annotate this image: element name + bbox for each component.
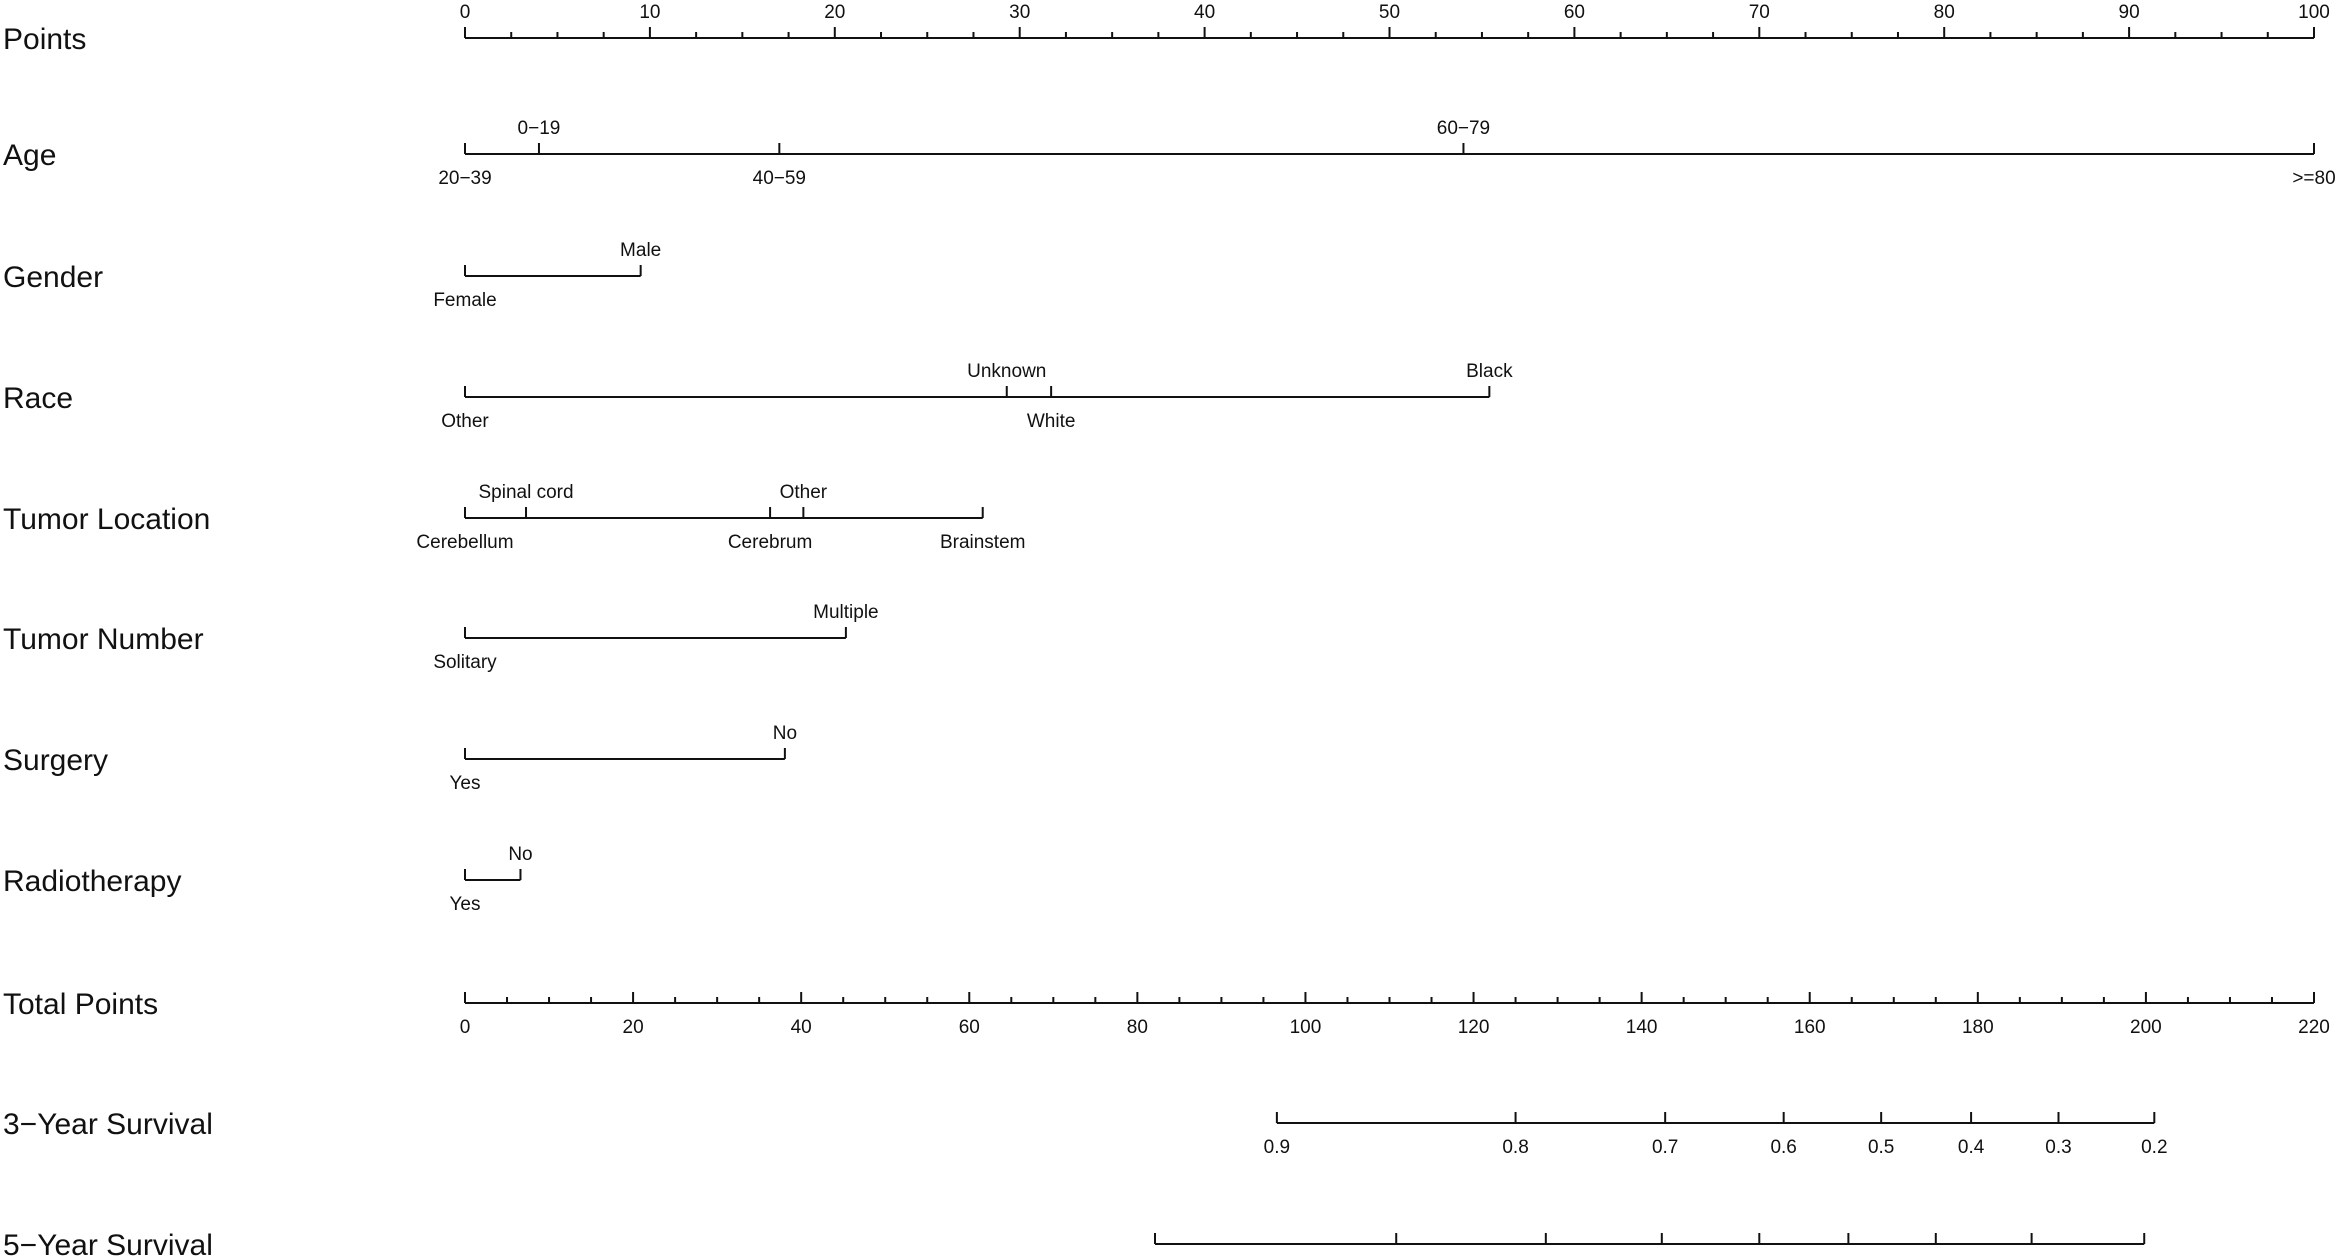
variable-surgery-label: Surgery [3, 744, 108, 777]
variable-surgery-level-label: Yes [450, 773, 481, 794]
points-axis-tick-label: 30 [1009, 2, 1030, 23]
variable-gender-label: Gender [3, 261, 103, 294]
total-points-axis-tick-label: 220 [2298, 1017, 2330, 1038]
variable-race-label: Race [3, 382, 73, 415]
variable-tumor-location-level-label: Cerebrum [728, 532, 812, 553]
variable-tumor-location-level-label: Cerebellum [416, 532, 513, 553]
variable-race-level-label: Other [441, 411, 489, 432]
variable-tumor-location: Tumor Location Cerebellum Spinal cord Cereb… [3, 482, 1025, 553]
total-points-axis-tick-label: 160 [1794, 1017, 1826, 1038]
points-axis-tick-label: 50 [1379, 2, 1400, 23]
total-points-axis-tick-label: 40 [791, 1017, 812, 1038]
survival-axis-1-tick-label: 0.4 [1958, 1137, 1985, 1158]
variable-tumor-number-level-label: Solitary [433, 652, 497, 673]
variable-race-level-label: Unknown [967, 361, 1046, 382]
survival-axis-1-tick-label: 0.8 [1502, 1137, 1528, 1158]
survival-axis-1-tick-label: 0.6 [1770, 1137, 1796, 1158]
total-points-axis-tick-label: 80 [1127, 1017, 1148, 1038]
points-axis-tick-label: 100 [2298, 2, 2330, 23]
total-points-axis: Total Points 0 20 40 60 80 100 120 140 160 180 200 2… [3, 988, 2330, 1038]
survival-axis-1-tick-label: 0.3 [2045, 1137, 2071, 1158]
total-points-axis-tick-label: 20 [623, 1017, 644, 1038]
total-points-axis-tick-label: 180 [1962, 1017, 1994, 1038]
total-points-axis-tick-label: 100 [1290, 1017, 1322, 1038]
variable-tumor-number-level-label: Multiple [813, 602, 878, 623]
points-axis-tick-label: 90 [2119, 2, 2140, 23]
variable-race-level-label: White [1027, 411, 1076, 432]
points-axis: Points 0 10 20 30 40 50 60 70 80 90 100 [3, 2, 2330, 56]
total-points-axis-label: Total Points [3, 988, 158, 1021]
variable-radiotherapy: Radiotherapy Yes No [3, 844, 533, 915]
variable-radiotherapy-level-label: Yes [450, 894, 481, 915]
survival-axis-1-label: 3−Year Survival [3, 1108, 213, 1141]
points-axis-tick-label: 0 [460, 2, 471, 23]
variable-tumor-location-level-label: Spinal cord [478, 482, 573, 503]
variable-race: Race Other Unknown White Black [3, 361, 1513, 432]
variable-race-level-label: Black [1466, 361, 1513, 382]
variable-age-level-label: 0−19 [518, 118, 561, 139]
variable-age-level-label: 40−59 [753, 168, 806, 189]
variable-surgery-level-label: No [773, 723, 797, 744]
points-axis-label: Points [3, 23, 86, 56]
variable-gender-level-label: Male [620, 240, 661, 261]
total-points-axis-tick-label: 0 [460, 1017, 471, 1038]
total-points-axis-tick-label: 60 [959, 1017, 980, 1038]
survival-axis-2: 5−Year Survival0.90.80.70.60.50.40.30.20… [3, 1229, 2157, 1259]
points-axis-tick-label: 60 [1564, 2, 1585, 23]
variable-tumor-location-level-label: Other [780, 482, 828, 503]
survival-axis-1-tick-label: 0.2 [2141, 1137, 2167, 1158]
variable-radiotherapy-label: Radiotherapy [3, 865, 181, 898]
survival-axis-1-tick-label: 0.7 [1652, 1137, 1678, 1158]
variable-age-label: Age [3, 139, 56, 172]
variable-age: Age 20−39 0−19 40−59 60−79 >=80 [3, 118, 2336, 189]
points-axis-tick-label: 70 [1749, 2, 1770, 23]
variable-tumor-location-level-label: Brainstem [940, 532, 1026, 553]
total-points-axis-tick-label: 140 [1626, 1017, 1658, 1038]
variable-tumor-number: Tumor Number Solitary Multiple [3, 602, 879, 673]
points-axis-tick-label: 80 [1934, 2, 1955, 23]
total-points-axis-tick-label: 120 [1458, 1017, 1490, 1038]
variable-gender-level-label: Female [433, 290, 496, 311]
variable-surgery: Surgery Yes No [3, 723, 797, 794]
variable-gender: Gender Female Male [3, 240, 661, 311]
points-axis-tick-label: 20 [824, 2, 845, 23]
variable-tumor-location-label: Tumor Location [3, 503, 210, 536]
variable-age-level-label: 20−39 [438, 168, 491, 189]
survival-axis-1-tick-label: 0.9 [1264, 1137, 1290, 1158]
survival-axis-1: 3−Year Survival 0.9 0.8 0.7 0.6 0.5 0.4 0.3 0.2 [3, 1108, 2168, 1158]
points-axis-tick-label: 40 [1194, 2, 1215, 23]
total-points-axis-tick-label: 200 [2130, 1017, 2162, 1038]
variable-age-level-label: >=80 [2292, 168, 2335, 189]
survival-axis-1-tick-label: 0.5 [1868, 1137, 1894, 1158]
survival-axis-2-label: 5−Year Survival [3, 1229, 213, 1259]
variable-age-level-label: 60−79 [1437, 118, 1490, 139]
variable-tumor-number-label: Tumor Number [3, 623, 204, 656]
points-axis-tick-label: 10 [639, 2, 660, 23]
variable-radiotherapy-level-label: No [508, 844, 532, 865]
